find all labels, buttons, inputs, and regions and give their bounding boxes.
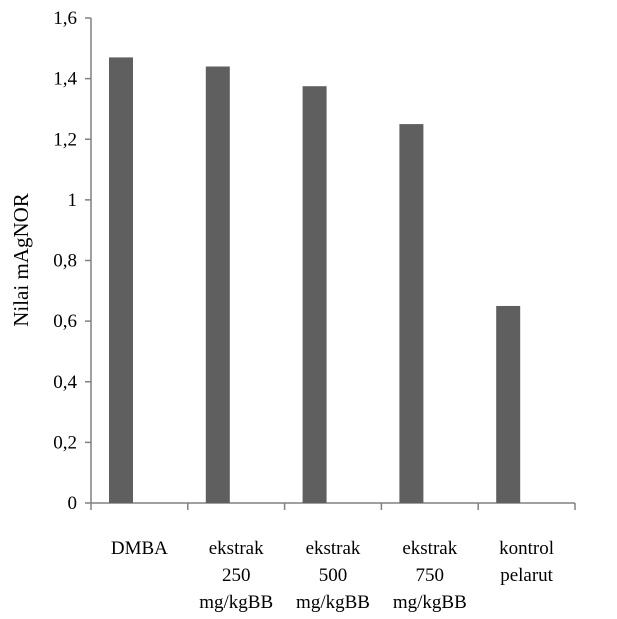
x-axis-labels: DMBA ekstrak 250 mg/kgBB ekstrak 500 mg/kgBB ek… <box>111 538 554 613</box>
y-tick-label: 1,2 <box>53 129 77 150</box>
x-category-label: ekstrak 500 mg/kgBB <box>296 538 370 613</box>
y-tick-label: 1 <box>68 190 78 211</box>
y-tick-label: 0,6 <box>53 311 77 332</box>
bar <box>205 66 230 503</box>
y-tick-label: 1,4 <box>53 69 77 90</box>
bar <box>302 86 327 503</box>
y-tick-label: 0 <box>68 493 78 514</box>
bar <box>399 124 424 503</box>
bars <box>109 57 521 503</box>
y-axis-ticks: 0 0,2 0,4 0,6 0,8 1 1,2 1,4 1,6 <box>53 8 91 514</box>
x-category-label: ekstrak 250 mg/kgBB <box>199 538 273 613</box>
y-tick-label: 0,2 <box>53 432 77 453</box>
y-axis-label: Nilai mAgNOR <box>9 193 33 327</box>
bar <box>496 305 521 503</box>
x-category-label: kontrol pelarut <box>499 538 554 586</box>
y-tick-label: 0,4 <box>53 372 77 393</box>
bar <box>109 57 133 503</box>
y-tick-label: 0,8 <box>53 251 77 272</box>
x-category-label: ekstrak 750 mg/kgBB <box>393 538 467 613</box>
x-category-label: DMBA <box>111 538 168 559</box>
y-tick-label: 1,6 <box>53 8 77 29</box>
